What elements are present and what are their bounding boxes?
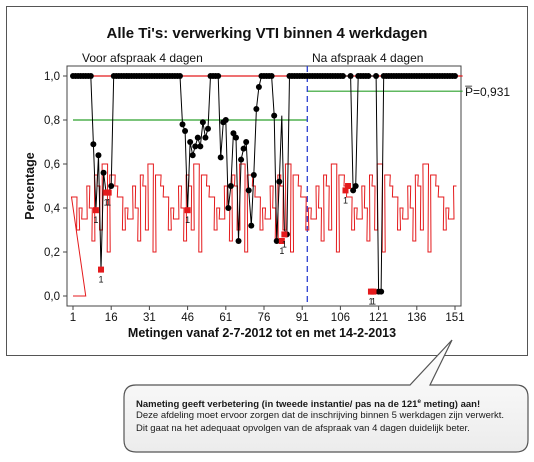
data-point <box>202 134 209 141</box>
flagged-point <box>98 266 105 273</box>
data-point <box>268 73 275 79</box>
x-axis-label: Metingen vanaf 2-7-2012 tot en met 14-2-… <box>128 326 396 340</box>
flagged-point <box>184 207 191 214</box>
data-point <box>100 169 107 176</box>
x-tick-label: 91 <box>296 312 309 324</box>
flagged-point <box>281 231 288 238</box>
axes: 0,0 0,2 0,4 0,6 0,8 1,0 1 16 31 46 61 76 91 106 121 136… <box>44 71 465 324</box>
flag-label: 1 <box>343 195 348 205</box>
data-point <box>227 183 234 189</box>
data-point <box>273 238 280 244</box>
flag-label: 1 <box>371 297 376 307</box>
data-point <box>204 125 211 132</box>
phase-label-before: Voor afspraak 4 dagen <box>82 51 203 65</box>
data-point <box>95 152 102 159</box>
data-point <box>240 145 247 152</box>
data-point <box>350 187 357 194</box>
data-point <box>199 119 206 126</box>
x-tick-label: 151 <box>445 312 464 324</box>
flag-label: 1 <box>282 239 287 249</box>
x-tick-label: 76 <box>258 312 271 324</box>
x-tick-label: 16 <box>105 312 118 324</box>
data-point <box>373 73 380 79</box>
flag-label: 1 <box>93 215 98 225</box>
flag-label: 1 <box>185 215 190 225</box>
data-point <box>194 134 201 141</box>
flag-label: 1 <box>279 246 284 256</box>
y-tick-label: 0,4 <box>44 203 61 215</box>
center-line-label: P̅=0,931 <box>465 85 511 99</box>
data-point <box>276 178 283 185</box>
data-point <box>250 172 257 178</box>
x-tick-label: 136 <box>407 312 426 324</box>
data-point <box>187 139 194 145</box>
data-point <box>365 73 372 79</box>
lower-control-limit <box>70 163 457 297</box>
flag-label: 1 <box>368 297 373 307</box>
data-point <box>248 222 255 229</box>
callout-body: Deze afdeling moet ervoor zorgen dat de … <box>136 410 505 434</box>
flagged-point <box>345 183 352 189</box>
y-tick-label: 0,8 <box>44 115 60 127</box>
data-point <box>255 84 262 90</box>
data-point <box>215 73 222 79</box>
x-tick-label: 106 <box>331 312 350 324</box>
flagged-point <box>278 238 285 244</box>
data-point <box>217 154 224 161</box>
data-point <box>230 130 237 137</box>
flagged-point <box>342 187 349 194</box>
data-point <box>452 73 458 79</box>
x-tick-label: 121 <box>369 312 388 324</box>
y-tick-label: 0,6 <box>44 159 60 171</box>
flag-label: 1 <box>106 198 111 208</box>
callout-shape <box>123 339 529 453</box>
data-point <box>232 134 239 141</box>
y-tick-label: 0,0 <box>44 291 60 303</box>
data-point <box>243 139 250 145</box>
phase-label-after: Na afspraak 4 dagen <box>312 51 423 65</box>
flagged-point <box>370 288 377 295</box>
data-point <box>189 152 196 159</box>
data-point <box>87 73 94 79</box>
data-point <box>378 288 385 295</box>
chart-title: Alle Ti's: verwerking VTI binnen 4 werkd… <box>107 25 428 42</box>
data-point <box>182 128 189 134</box>
data-point <box>179 121 186 128</box>
y-tick-label: 0,2 <box>44 247 60 259</box>
data-point <box>245 187 252 194</box>
data-point <box>192 143 199 150</box>
x-tick-label: 61 <box>219 312 232 324</box>
chart-frame <box>6 6 528 356</box>
data-point <box>222 117 229 123</box>
data-point <box>253 106 260 112</box>
data-point <box>352 183 359 189</box>
y-axis-label: Percentage <box>23 152 37 219</box>
flag-label: 1 <box>99 275 104 285</box>
data-point <box>235 238 242 244</box>
data-point <box>271 112 278 119</box>
x-tick-label: 1 <box>70 312 76 324</box>
flagged-point <box>92 207 99 214</box>
data-point <box>238 156 245 163</box>
data-point <box>347 73 354 79</box>
callout-title: Nameting geeft verbetering (in tweede in… <box>136 398 481 411</box>
flagged-point <box>105 189 112 196</box>
data-point <box>90 141 97 148</box>
data-point <box>108 183 115 189</box>
x-tick-label: 46 <box>181 312 194 324</box>
data-point <box>339 73 346 79</box>
data-point <box>225 205 232 211</box>
data-point <box>176 73 183 79</box>
flag-label: 1 <box>104 198 109 208</box>
data-point <box>197 143 204 150</box>
y-tick-label: 1,0 <box>44 71 60 83</box>
x-tick-label: 31 <box>143 312 156 324</box>
